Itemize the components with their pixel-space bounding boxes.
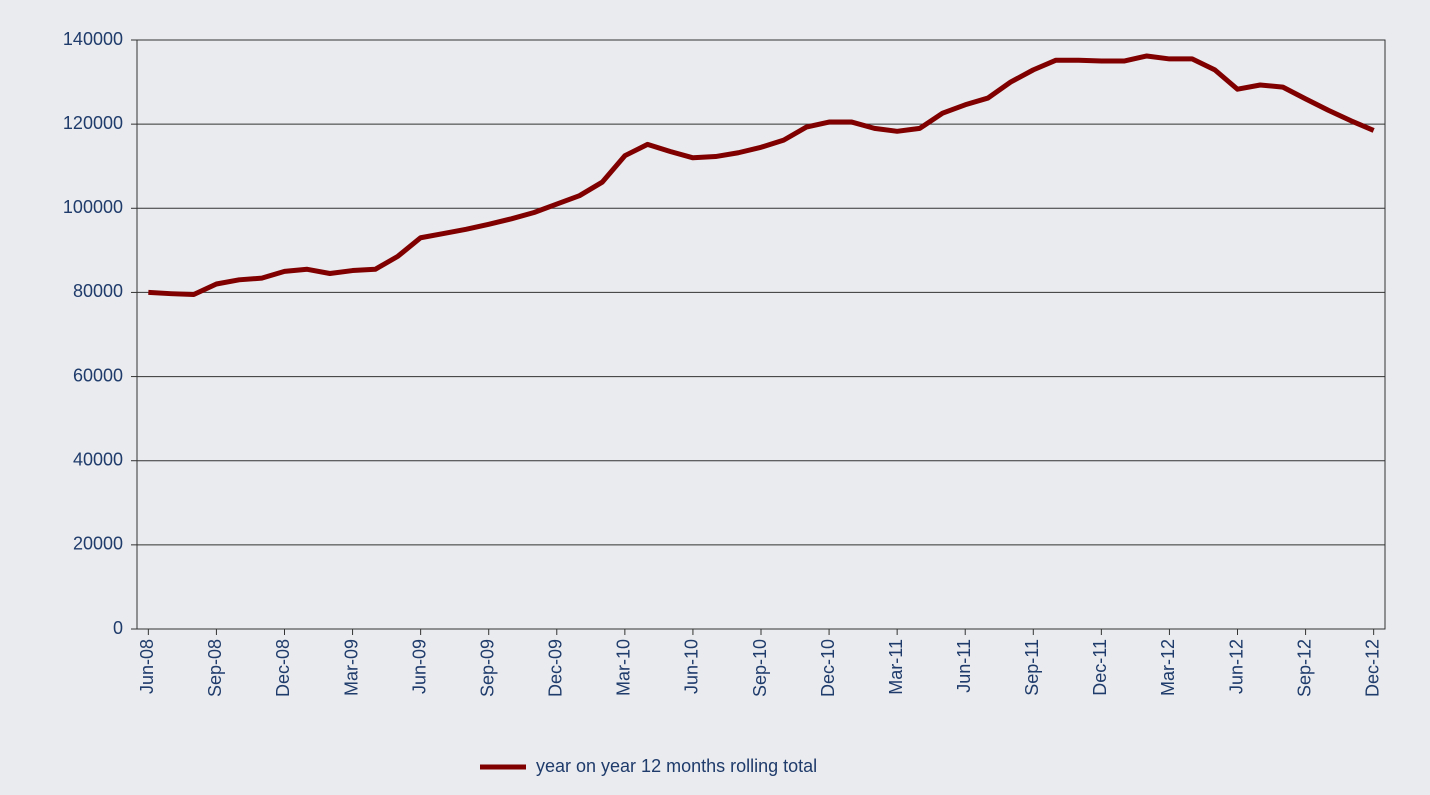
x-tick-label: Mar-10 bbox=[614, 639, 634, 696]
x-tick-label: Dec-09 bbox=[546, 639, 566, 697]
x-tick-label: Sep-11 bbox=[1022, 639, 1042, 696]
x-tick-label: Jun-10 bbox=[682, 639, 702, 694]
y-tick-label: 60000 bbox=[73, 365, 123, 385]
y-tick-label: 80000 bbox=[73, 281, 123, 301]
y-tick-label: 0 bbox=[113, 618, 123, 638]
x-tick-label: Sep-12 bbox=[1294, 639, 1314, 697]
x-tick-label: Jun-08 bbox=[137, 639, 157, 694]
x-tick-label: Sep-08 bbox=[205, 639, 225, 697]
x-tick-label: Jun-12 bbox=[1226, 639, 1246, 694]
x-tick-label: Jun-11 bbox=[954, 639, 974, 693]
x-tick-label: Mar-12 bbox=[1158, 639, 1178, 696]
x-tick-label: Dec-11 bbox=[1090, 639, 1110, 696]
y-tick-label: 20000 bbox=[73, 534, 123, 554]
x-tick-label: Dec-08 bbox=[273, 639, 293, 697]
y-tick-label: 40000 bbox=[73, 449, 123, 469]
x-tick-label: Mar-11 bbox=[886, 639, 906, 695]
x-tick-label: Dec-10 bbox=[818, 639, 838, 697]
x-tick-label: Mar-09 bbox=[341, 639, 361, 696]
x-tick-label: Sep-09 bbox=[477, 639, 497, 697]
legend-label: year on year 12 months rolling total bbox=[536, 756, 817, 776]
x-tick-label: Jun-09 bbox=[409, 639, 429, 694]
x-tick-label: Dec-12 bbox=[1362, 639, 1382, 697]
x-tick-label: Sep-10 bbox=[750, 639, 770, 697]
line-series bbox=[148, 53, 1375, 298]
y-tick-label: 120000 bbox=[63, 113, 123, 133]
y-tick-label: 100000 bbox=[63, 197, 123, 217]
y-tick-label: 140000 bbox=[63, 29, 123, 49]
